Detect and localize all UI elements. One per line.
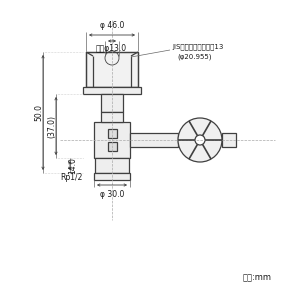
Bar (101, 94, 123, 112)
Text: 50.0: 50.0 (34, 104, 43, 121)
Bar (94, 122, 130, 158)
Bar (95, 158, 129, 173)
Circle shape (178, 118, 222, 162)
Text: JIS給水栓取付ねじ３13: JIS給水栓取付ねじ３13 (172, 44, 224, 50)
Bar (108, 142, 117, 151)
Text: φ 30.0: φ 30.0 (100, 190, 124, 199)
Text: φ 46.0: φ 46.0 (100, 21, 124, 30)
Bar (130, 133, 178, 147)
Bar (94, 173, 130, 180)
Text: 14.0: 14.0 (68, 157, 77, 174)
Bar (86, 52, 138, 87)
Bar (83, 87, 141, 94)
Text: Rp1/2: Rp1/2 (60, 172, 82, 182)
Circle shape (195, 135, 205, 145)
Bar (108, 129, 117, 138)
Text: 単位:mm: 単位:mm (243, 273, 272, 282)
Bar (222, 133, 236, 147)
Text: (φ20.955): (φ20.955) (177, 54, 212, 60)
Text: 内径φ13.0: 内径φ13.0 (95, 44, 127, 53)
Text: (37.0): (37.0) (47, 115, 56, 137)
Bar (86, 52, 138, 87)
Bar (101, 112, 123, 122)
